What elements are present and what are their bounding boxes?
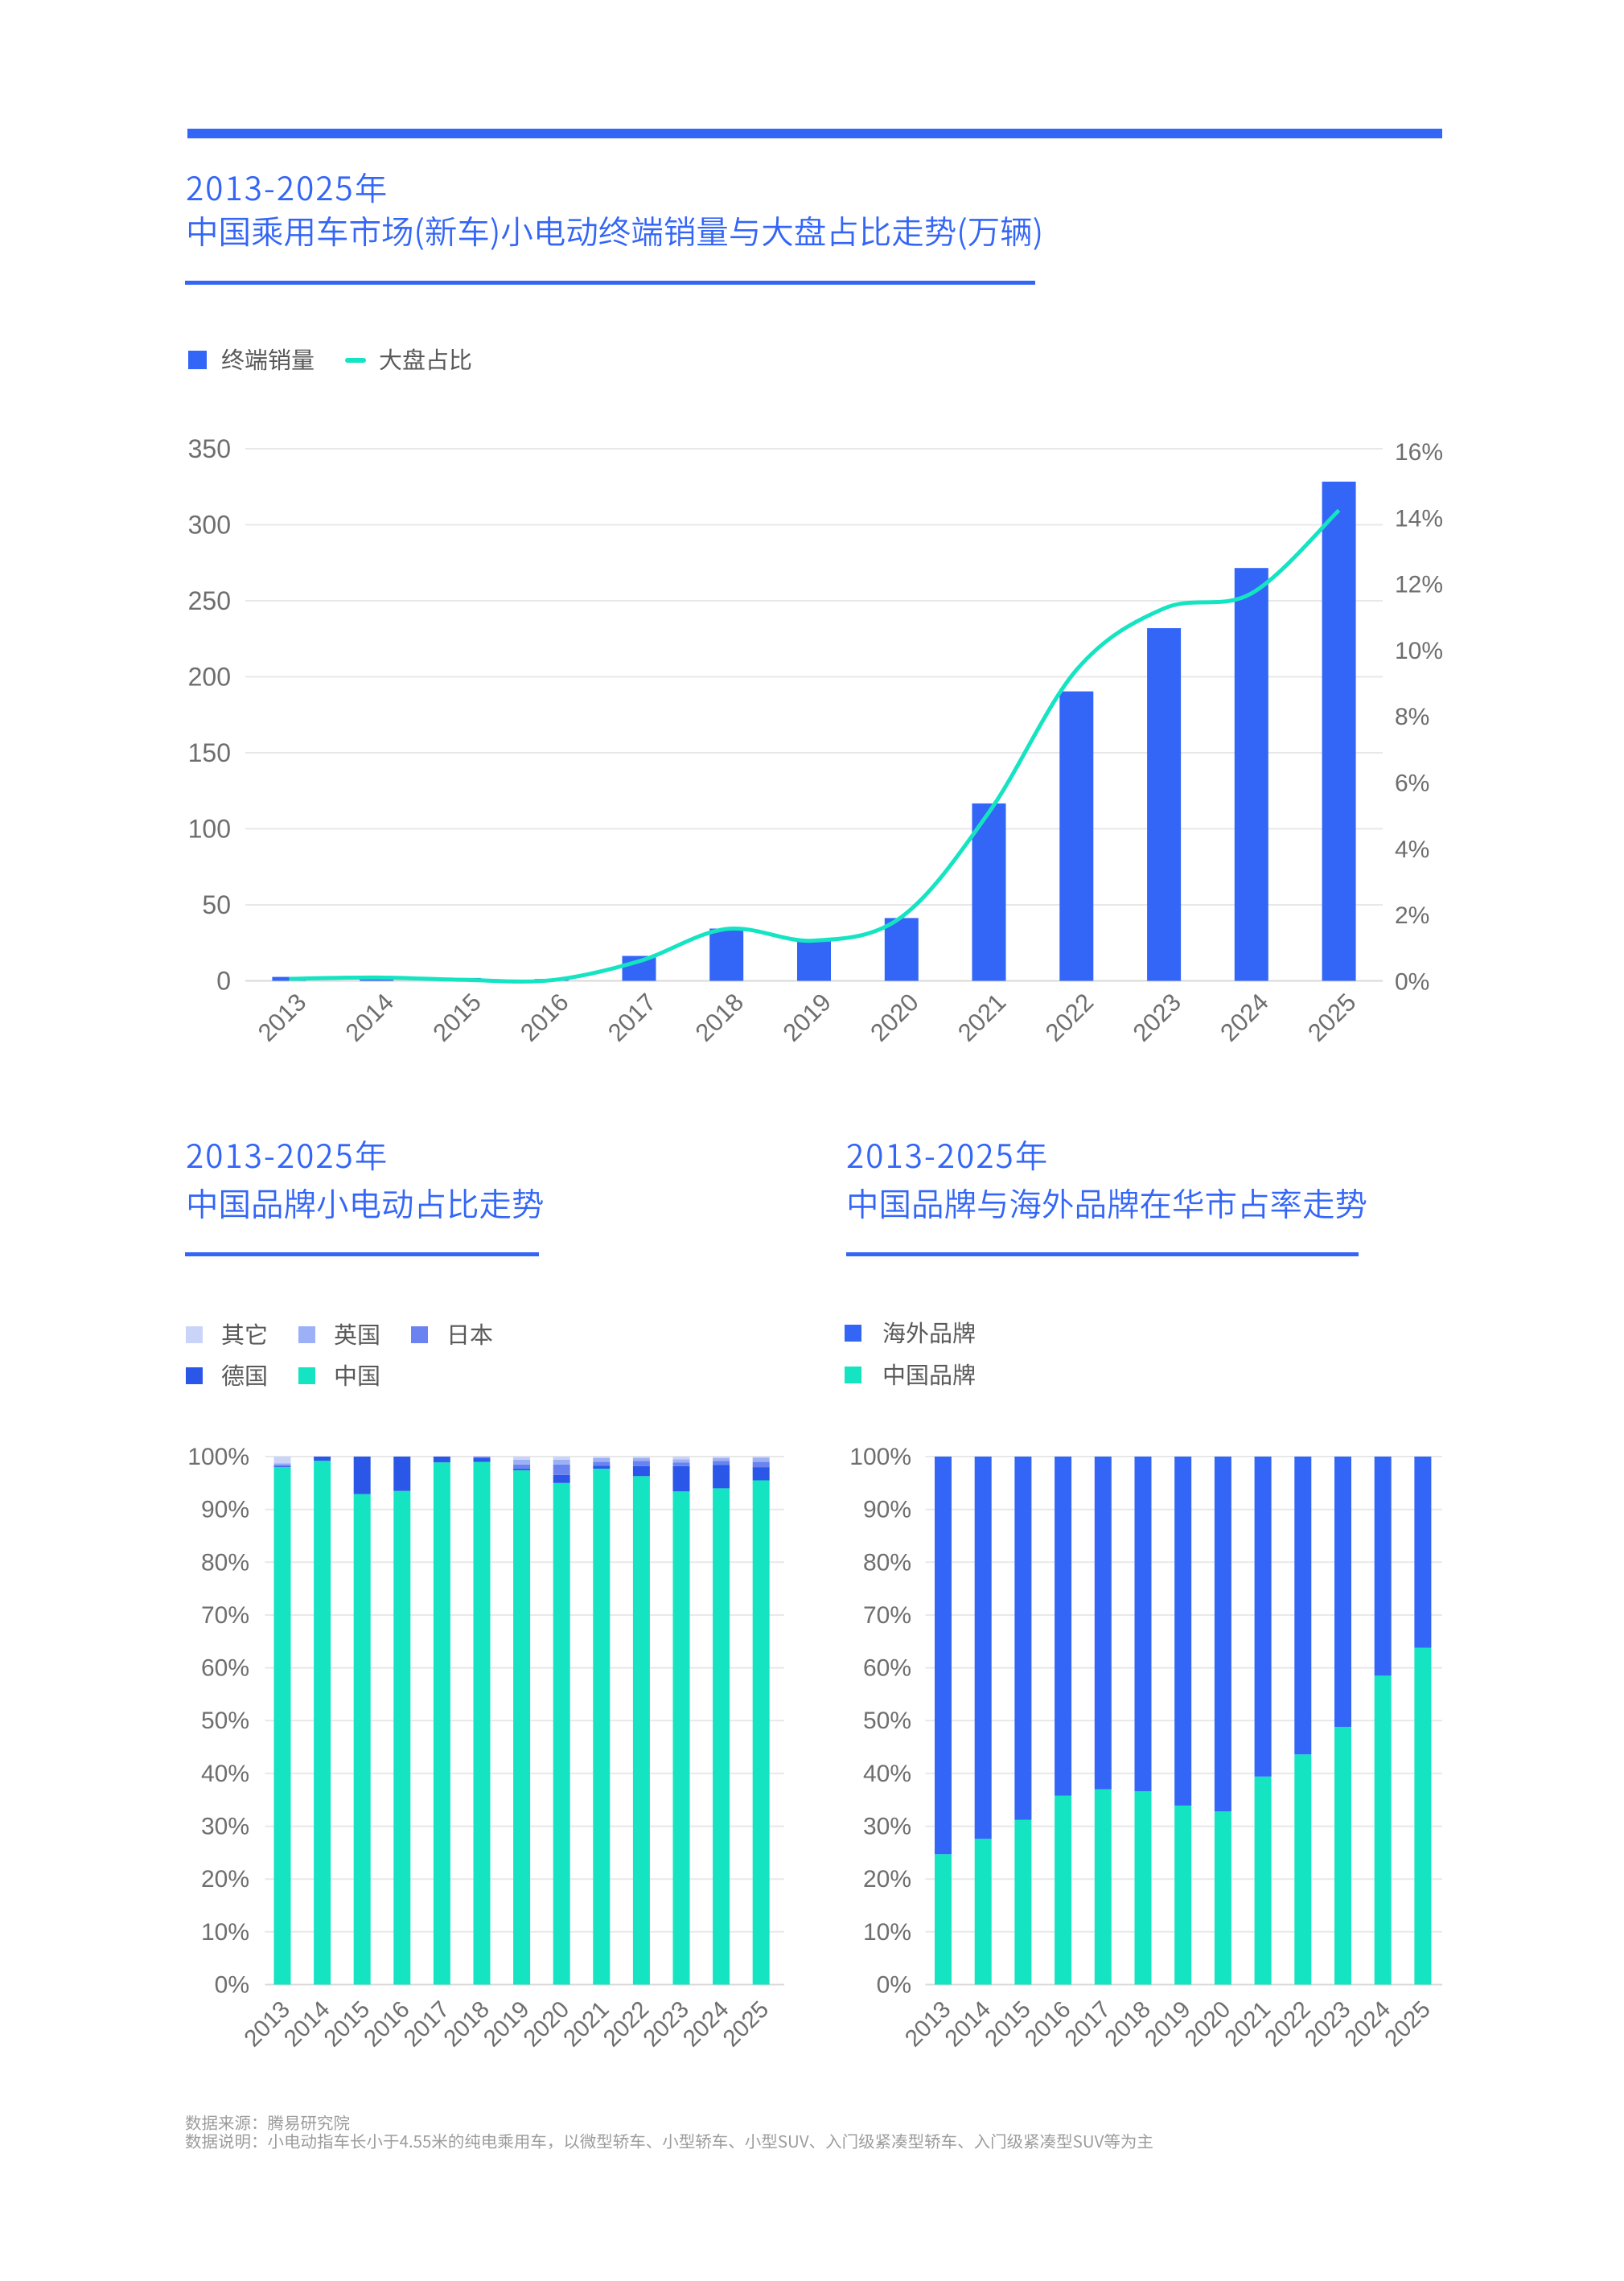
- svg-text:150: 150: [188, 738, 231, 767]
- svg-text:60%: 60%: [201, 1655, 249, 1682]
- svg-text:4%: 4%: [1395, 836, 1429, 863]
- svg-text:0: 0: [216, 967, 231, 996]
- svg-text:0%: 0%: [215, 1972, 249, 1999]
- svg-text:0%: 0%: [1395, 969, 1429, 996]
- svg-text:100: 100: [188, 815, 231, 844]
- svg-text:40%: 40%: [863, 1761, 911, 1787]
- svg-text:70%: 70%: [863, 1602, 911, 1629]
- svg-text:30%: 30%: [863, 1814, 911, 1840]
- svg-text:10%: 10%: [201, 1919, 249, 1946]
- svg-text:200: 200: [188, 663, 231, 692]
- svg-text:0%: 0%: [877, 1972, 911, 1999]
- svg-text:70%: 70%: [201, 1602, 249, 1629]
- svg-text:16%: 16%: [1395, 439, 1443, 466]
- svg-text:40%: 40%: [201, 1761, 249, 1787]
- svg-text:14%: 14%: [1395, 505, 1443, 532]
- svg-text:300: 300: [188, 511, 231, 540]
- svg-text:2%: 2%: [1395, 902, 1429, 929]
- svg-text:20%: 20%: [863, 1866, 911, 1893]
- svg-text:250: 250: [188, 586, 231, 615]
- svg-text:8%: 8%: [1395, 704, 1429, 730]
- svg-text:20%: 20%: [201, 1866, 249, 1893]
- svg-text:10%: 10%: [863, 1919, 911, 1946]
- svg-text:80%: 80%: [863, 1549, 911, 1576]
- svg-text:10%: 10%: [1395, 638, 1443, 664]
- svg-text:50: 50: [202, 890, 231, 919]
- svg-text:6%: 6%: [1395, 771, 1429, 797]
- svg-text:12%: 12%: [1395, 572, 1443, 598]
- svg-text:100%: 100%: [187, 1444, 249, 1470]
- svg-text:100%: 100%: [849, 1444, 911, 1470]
- svg-text:50%: 50%: [863, 1708, 911, 1734]
- svg-text:60%: 60%: [863, 1655, 911, 1682]
- svg-text:50%: 50%: [201, 1708, 249, 1734]
- svg-text:30%: 30%: [201, 1814, 249, 1840]
- svg-text:90%: 90%: [201, 1497, 249, 1523]
- svg-text:80%: 80%: [201, 1549, 249, 1576]
- svg-text:350: 350: [188, 434, 231, 463]
- svg-text:90%: 90%: [863, 1497, 911, 1523]
